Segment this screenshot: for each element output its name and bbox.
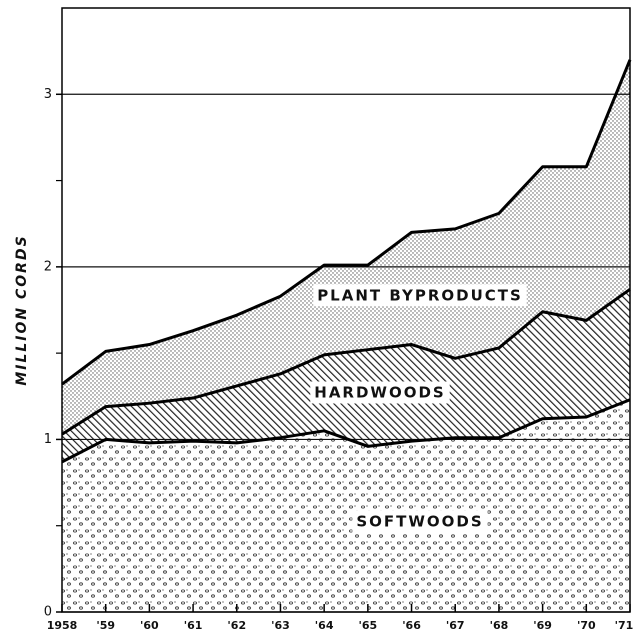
x-tick-label: '67	[446, 619, 465, 632]
x-tick-label: '64	[315, 619, 334, 632]
y-axis-label: MILLION CORDS	[14, 234, 30, 385]
area-label-bg	[313, 284, 527, 307]
x-tick-label: 1958	[47, 619, 78, 632]
y-tick-label: 2	[44, 259, 52, 274]
y-tick-label: 1	[44, 432, 52, 447]
x-tick-label: '69	[533, 619, 552, 632]
x-tick-label: '68	[490, 619, 509, 632]
x-tick-label: '63	[271, 619, 290, 632]
area	[62, 399, 630, 612]
x-tick-label: '65	[359, 619, 378, 632]
y-tick-label: 0	[44, 605, 52, 620]
x-tick-label: '59	[96, 619, 115, 632]
y-tick-label: 3	[44, 87, 52, 102]
plot-frame	[61, 7, 631, 613]
area	[62, 59, 630, 435]
area-label-bg	[310, 381, 450, 404]
x-tick-label: '70	[577, 619, 596, 632]
x-tick-label: '62	[227, 619, 246, 632]
x-tick-label: '61	[184, 619, 203, 632]
x-tick-label: '60	[140, 619, 159, 632]
area	[62, 289, 630, 462]
area-label-bg	[352, 510, 488, 533]
area-boundary	[61, 398, 631, 464]
x-tick-label: '66	[402, 619, 421, 632]
area-boundary	[61, 59, 632, 386]
area-label: HARDWOODS	[314, 384, 445, 402]
x-tick-label: '71	[615, 619, 634, 632]
area-label: SOFTWOODS	[356, 513, 483, 531]
area-boundary	[61, 288, 631, 436]
area-label: PLANT BYPRODUCTS	[317, 287, 523, 305]
